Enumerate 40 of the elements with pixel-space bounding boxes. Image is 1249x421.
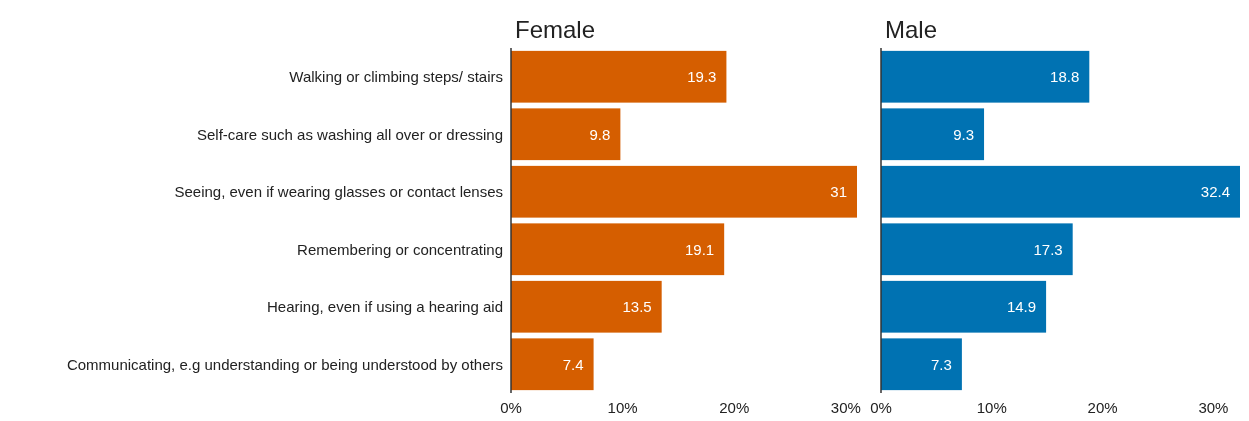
- bar: [511, 165, 857, 218]
- x-tick-label: 0%: [500, 399, 522, 416]
- bar: [511, 50, 727, 103]
- y-tick-label: Seeing, even if wearing glasses or contact lenses: [174, 183, 503, 200]
- data-label: 7.4: [562, 355, 584, 373]
- y-tick-label: Self-care such as washing all over or dressing: [197, 125, 503, 143]
- x-tick-label: 20%: [1087, 399, 1118, 416]
- data-label: 9.8: [589, 125, 611, 143]
- y-tick-label: Hearing, even if using a hearing aid: [267, 298, 503, 315]
- x-tick-label: 0%: [870, 399, 892, 416]
- x-tick-label: 30%: [1198, 399, 1229, 416]
- data-label: 31: [830, 183, 847, 200]
- bar: [511, 223, 725, 276]
- data-label: 19.1: [684, 240, 715, 258]
- data-label: 19.3: [687, 68, 717, 85]
- data-label: 17.3: [1033, 240, 1063, 258]
- chart-title: Male: [885, 16, 938, 43]
- y-tick-label: Remembering or concentrating: [297, 240, 503, 258]
- bar: [881, 338, 962, 391]
- data-label: 18.8: [1050, 68, 1080, 85]
- x-tick-label: 30%: [830, 399, 861, 416]
- data-label: 32.4: [1200, 183, 1230, 200]
- y-tick-label: Walking or climbing steps/ stairs: [289, 68, 503, 85]
- x-tick-label: 20%: [719, 399, 750, 416]
- x-tick-label: 10%: [607, 399, 638, 416]
- x-tick-label: 10%: [976, 399, 1007, 416]
- bar: [511, 338, 594, 391]
- bar: [511, 108, 621, 161]
- data-label: 13.5: [622, 298, 652, 315]
- chart-title: Female: [515, 16, 596, 43]
- y-tick-label: Communicating, e.g understanding or being understood by others: [66, 355, 503, 373]
- data-label: 9.3: [953, 125, 975, 143]
- bar: [881, 280, 1047, 333]
- bar: [881, 108, 985, 161]
- bar: [881, 50, 1090, 103]
- bar: [881, 223, 1073, 276]
- data-label: 14.9: [1006, 298, 1037, 315]
- data-label: 7.3: [931, 355, 952, 373]
- bar: [511, 280, 662, 333]
- bar: [881, 165, 1240, 218]
